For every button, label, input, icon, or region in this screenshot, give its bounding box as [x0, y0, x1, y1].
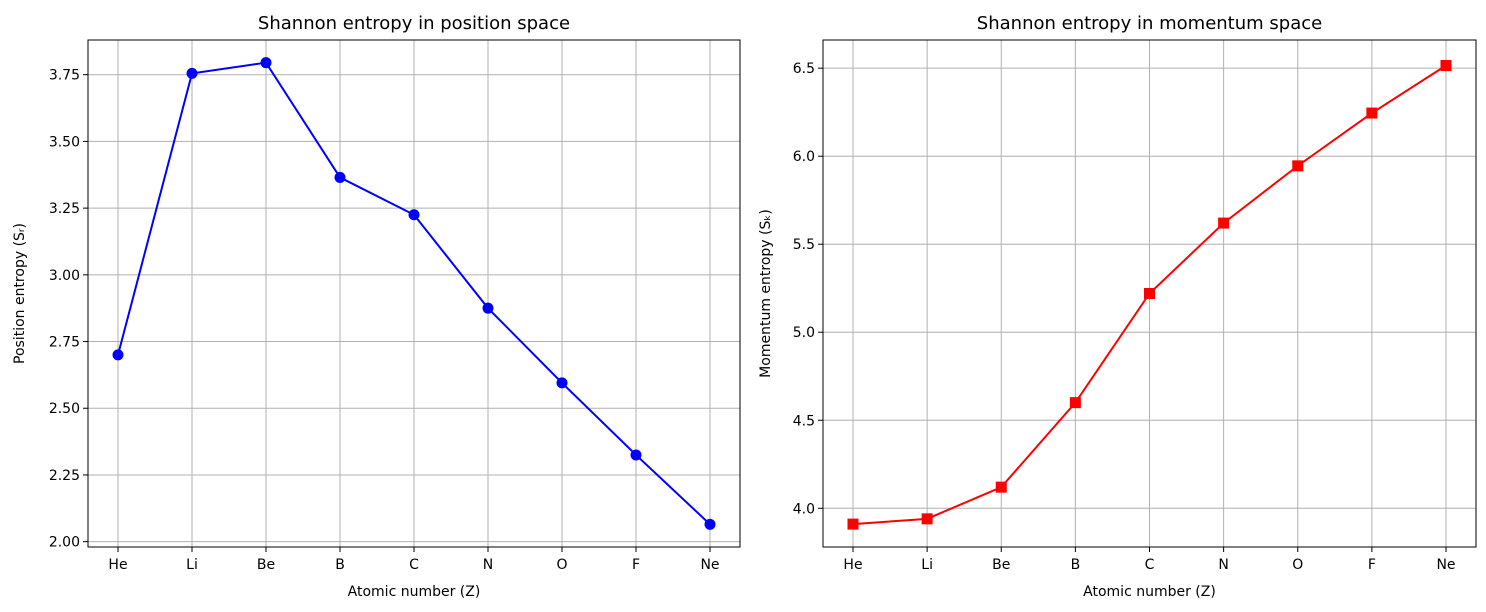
chart2-xtick-label: N	[1218, 557, 1228, 573]
chart1-xtick-label: N	[483, 557, 493, 573]
chart2-data-point	[1144, 288, 1155, 299]
chart2-xtick-label: Ne	[1436, 557, 1455, 573]
chart1-ytick-label: 3.25	[49, 201, 80, 217]
chart2-xtick-label: Be	[992, 557, 1010, 573]
chart1-ytick-label: 2.50	[49, 401, 80, 417]
chart1-xlabel: Atomic number (Z)	[348, 584, 481, 600]
chart2-data-point	[1218, 217, 1230, 229]
chart1-xtick-label: F	[632, 557, 640, 573]
chart1-xtick-label: O	[556, 557, 567, 573]
chart1-ytick-label: 2.25	[49, 468, 80, 484]
chart1-data-point	[112, 349, 124, 361]
chart2-xtick-label: He	[843, 557, 862, 573]
chart1-data-point	[556, 377, 568, 389]
chart1-plot-frame	[87, 39, 741, 548]
chart2-ylabel: Momentum entropy (Sₖ)	[758, 209, 774, 378]
chart2-ytick-label: 6.5	[793, 61, 815, 77]
chart1-xtick-label: He	[108, 557, 127, 573]
chart1-xtick-label: Li	[186, 557, 198, 573]
chart1-xtick-label: B	[335, 557, 345, 573]
chart2-xtick-label: C	[1145, 557, 1155, 573]
chart2-ytick-label: 6.0	[793, 149, 815, 165]
chart1-data-point	[630, 449, 642, 461]
chart2-xlabel: Atomic number (Z)	[1083, 584, 1216, 600]
chart1-title: Shannon entropy in position space	[258, 13, 570, 34]
chart2-data-point	[1366, 107, 1378, 119]
chart1-ytick-label: 3.00	[49, 268, 80, 284]
chart2-data-point	[1440, 60, 1452, 72]
chart1-ytick-label: 3.75	[49, 68, 80, 84]
chart2-xtick-label: Li	[921, 557, 933, 573]
chart1-data-point	[482, 302, 494, 314]
chart2-ytick-label: 4.5	[793, 413, 815, 429]
chart1-data-point	[186, 67, 198, 79]
chart2-plot-frame	[822, 39, 1477, 548]
chart1-data-point	[704, 518, 716, 530]
chart1-ytick-label: 2.00	[49, 535, 80, 551]
chart1-xtick-label: C	[409, 557, 419, 573]
chart2-data-point	[995, 481, 1007, 493]
chart2-data-point	[921, 513, 933, 525]
chart1-data-point	[260, 57, 272, 69]
chart1-ylabel: Position entropy (Sᵣ)	[12, 223, 28, 364]
chart1-data-point	[334, 171, 346, 183]
chart1-ytick-label: 2.75	[49, 335, 80, 351]
chart2-xtick-label: B	[1071, 557, 1081, 573]
chart1-xtick-label: Ne	[700, 557, 719, 573]
chart2-xtick-label: O	[1292, 557, 1303, 573]
chart2-data-point	[847, 518, 859, 530]
chart1-ytick-label: 3.50	[49, 134, 80, 150]
chart2-data-point	[1292, 160, 1304, 172]
chart1-xtick-label: Be	[257, 557, 275, 573]
chart2-title: Shannon entropy in momentum space	[977, 13, 1322, 34]
chart2-xtick-label: F	[1368, 557, 1376, 573]
chart2-ytick-label: 4.0	[793, 501, 815, 517]
chart2-data-point	[1069, 397, 1081, 409]
chart1-data-point	[408, 209, 420, 221]
chart2-ytick-label: 5.0	[793, 325, 815, 341]
chart2-ytick-label: 5.5	[793, 237, 815, 253]
